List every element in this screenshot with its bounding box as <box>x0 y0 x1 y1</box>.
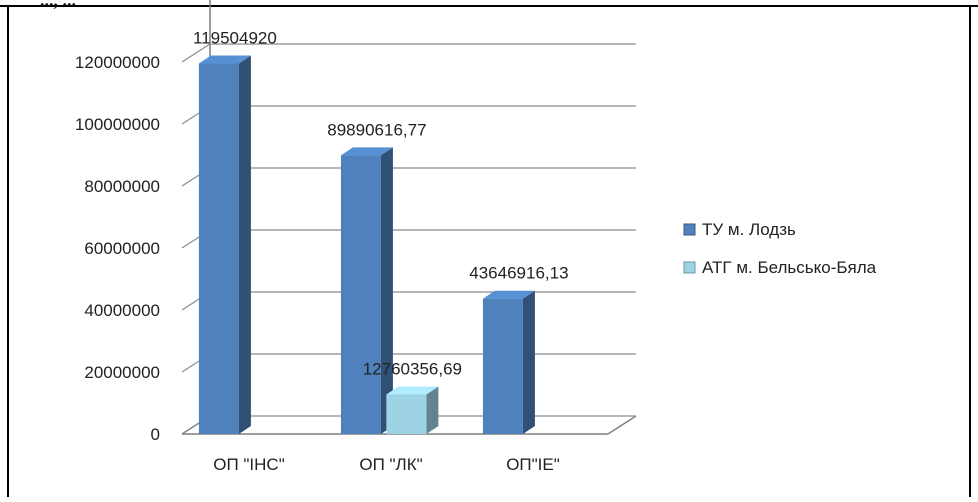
y-tick-label: 60000000 <box>84 239 160 258</box>
y-tick-label: 0 <box>151 425 160 444</box>
bar <box>386 386 439 434</box>
bar-front <box>340 155 381 434</box>
legend: ТУ м. Лодзь АТГ м. Бельсько-Бяла <box>683 220 877 277</box>
bar-top <box>340 147 393 156</box>
floor-right-edge <box>607 415 637 435</box>
bar <box>482 290 535 434</box>
bar-front <box>386 394 427 434</box>
bars <box>198 55 535 434</box>
data-label: 43646916,13 <box>469 264 568 283</box>
legend-label: ТУ м. Лодзь <box>702 220 796 239</box>
y-tick-label: 100000000 <box>75 115 160 134</box>
bar-side <box>380 147 393 434</box>
bar-top <box>386 386 439 395</box>
bar-top <box>198 55 251 64</box>
y-tick-label: 80000000 <box>84 177 160 196</box>
y-tick-label: 120000000 <box>75 53 160 72</box>
y-axis-ticks: 0 20000000 40000000 60000000 80000000 1000000… <box>75 53 160 444</box>
bar <box>340 147 393 434</box>
data-label: 89890616,77 <box>327 120 426 139</box>
x-tick-label: ОП "ІНС" <box>213 455 285 474</box>
data-label: 12760356,69 <box>363 359 462 378</box>
bar-side <box>426 386 439 434</box>
y-tick-label: 40000000 <box>84 301 160 320</box>
data-labels: 119504920 89890616,77 12760356,69 43646916,… <box>193 29 569 379</box>
legend-label: АТГ м. Бельсько-Бяла <box>702 258 877 277</box>
bar-front <box>482 298 523 434</box>
bar-front <box>198 63 239 434</box>
bar-top <box>482 290 535 299</box>
clipped-header-text: ..., ... <box>40 0 76 10</box>
bar <box>198 55 251 434</box>
bar-side <box>238 55 251 434</box>
x-axis-ticks: ОП "ІНС" ОП "ЛК" ОП"ІЕ" <box>213 455 560 474</box>
legend-swatch <box>683 223 696 236</box>
x-tick-label: ОП"ІЕ" <box>506 455 560 474</box>
data-label: 119504920 <box>193 29 277 48</box>
x-tick-label: ОП "ЛК" <box>359 455 422 474</box>
gridline-side <box>181 43 211 63</box>
y-tick-label: 20000000 <box>84 363 160 382</box>
bar-side <box>522 290 535 434</box>
legend-swatch <box>683 261 696 274</box>
gridlines <box>181 43 636 435</box>
